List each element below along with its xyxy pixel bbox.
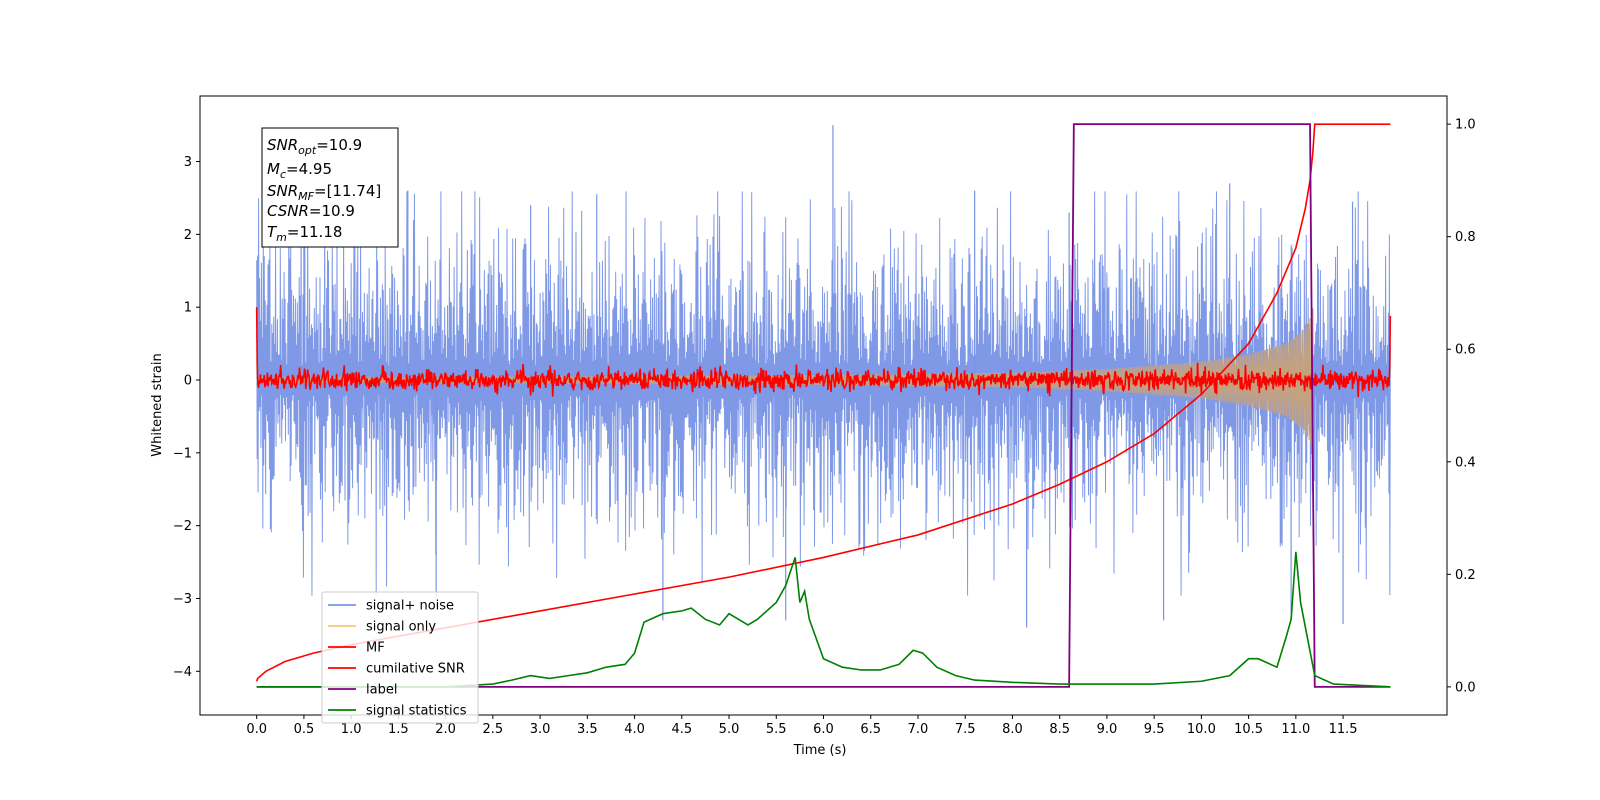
x-tick-label: 11.0 (1281, 722, 1310, 737)
y2-tick-label: 0.8 (1455, 230, 1476, 245)
info-tm: Tm=11.18 (267, 223, 342, 244)
info-box: SNRopt=10.9 Mc=4.95 SNRMF=[11.74] CSNR=1… (261, 127, 399, 248)
y2-tick-label: 0.2 (1455, 568, 1476, 583)
x-tick-label: 4.0 (624, 722, 645, 737)
info-csnr: CSNR=10.9 (267, 202, 355, 220)
info-snr-mf-value: =[11.74] (314, 182, 381, 200)
y-tick-label: 3 (184, 155, 192, 170)
y2-tick-label: 0.0 (1455, 680, 1476, 695)
info-csnr-symbol: CSNR (267, 202, 309, 220)
x-axis-label: Time (s) (793, 743, 847, 758)
y2-tick-label: 1.0 (1455, 118, 1476, 133)
x-tick-label: 9.0 (1097, 722, 1118, 737)
y2-tick-label: 0.6 (1455, 343, 1476, 358)
info-snr-opt-value: =10.9 (316, 136, 362, 154)
series-cumulative-snr (255, 123, 1391, 682)
info-snr-opt-symbol: SNR (267, 136, 298, 154)
legend-label: label (366, 683, 397, 698)
info-tm-subscript: m (276, 231, 287, 244)
y-tick-label: −1 (173, 446, 192, 461)
x-tick-label: 2.0 (435, 722, 456, 737)
x-tick-label: 10.5 (1234, 722, 1263, 737)
info-mc-subscript: c (280, 168, 286, 181)
info-tm-value: =11.18 (287, 223, 343, 241)
series-label (256, 123, 1391, 688)
legend-label: cumilative SNR (366, 662, 465, 677)
x-tick-label: 6.5 (860, 722, 881, 737)
axes-group: 0.0 0.5 1.0 1.5 2.0 2.5 3.0 3.5 4.0 4.5 5.0 5.5 6.0 6… (173, 118, 1476, 737)
info-mc-value: =4.95 (286, 160, 332, 178)
y2-tick-label: 0.4 (1455, 455, 1476, 470)
x-tick-label: 1.0 (341, 722, 362, 737)
info-csnr-value: =10.9 (309, 202, 355, 220)
x-tick-label: 9.5 (1144, 722, 1165, 737)
info-snr-mf-symbol: SNR (267, 182, 298, 200)
x-tick-label: 3.0 (530, 722, 551, 737)
legend-frame (321, 591, 479, 724)
y-tick-label: −3 (173, 592, 192, 607)
x-tick-label: 7.5 (955, 722, 976, 737)
info-snr-mf: SNRMF=[11.74] (267, 182, 381, 203)
y-tick-label: 2 (184, 228, 192, 243)
info-mc-symbol: M (267, 160, 280, 178)
x-tick-label: 5.5 (766, 722, 787, 737)
plot-series-group (255, 123, 1392, 688)
x-tick-label: 10.0 (1187, 722, 1216, 737)
x-tick-label: 1.5 (388, 722, 409, 737)
series-signal-statistics (256, 551, 1391, 688)
x-tick-label: 3.5 (577, 722, 598, 737)
legend-label: signal only (366, 620, 436, 635)
x-tick-label: 6.0 (813, 722, 834, 737)
legend-label: MF (366, 641, 385, 656)
info-snr-opt: SNRopt=10.9 (267, 136, 362, 157)
x-tick-label: 7.0 (908, 722, 929, 737)
series-signal-noise (256, 191, 1391, 596)
info-snr-opt-subscript: opt (298, 144, 317, 157)
legend: signal+ noise signal only MF cumilative SNR… (321, 591, 479, 724)
y-axis-label: Whitened strain (150, 353, 165, 456)
y-tick-label: 0 (184, 374, 192, 389)
x-tick-label: 4.5 (671, 722, 692, 737)
x-tick-label: 0.0 (246, 722, 267, 737)
x-tick-label: 8.0 (1002, 722, 1023, 737)
info-box-frame (261, 127, 399, 248)
info-mc: Mc=4.95 (267, 160, 332, 181)
legend-label: signal statistics (366, 704, 467, 719)
legend-label: signal+ noise (366, 599, 454, 614)
x-tick-label: 2.5 (483, 722, 504, 737)
y-tick-label: −4 (173, 665, 192, 680)
info-snr-mf-subscript: MF (298, 190, 314, 203)
x-tick-label: 0.5 (294, 722, 315, 737)
y-tick-label: 1 (184, 301, 192, 316)
y-tick-label: −2 (173, 519, 192, 534)
x-tick-label: 5.0 (719, 722, 740, 737)
x-tick-label: 8.5 (1049, 722, 1070, 737)
info-tm-symbol: T (267, 223, 278, 241)
x-tick-label: 11.5 (1329, 722, 1358, 737)
